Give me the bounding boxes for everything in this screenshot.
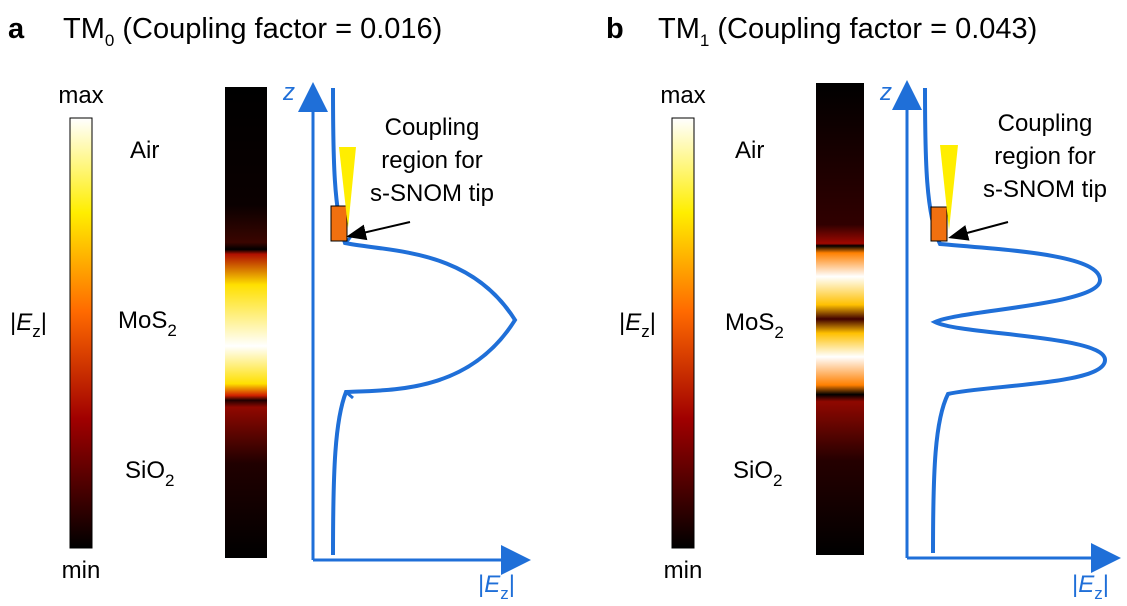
text-part: (Coupling factor = 0.016) <box>122 13 442 45</box>
text-part: | <box>1103 571 1109 598</box>
layer-air: Air <box>130 137 159 164</box>
annotation: Coupling <box>385 114 480 141</box>
text-part: TM <box>63 13 105 45</box>
text-part: 1 <box>700 31 709 50</box>
text-part: 2 <box>773 471 782 490</box>
text-part: z <box>1094 584 1103 603</box>
annotation-arrow <box>948 221 1009 241</box>
layer-mos2: MoS2 <box>118 307 177 340</box>
text-part: 2 <box>167 321 176 340</box>
colorbar-max: max <box>660 82 705 109</box>
layer-sio2: SiO2 <box>733 457 782 490</box>
annotation-arrow <box>346 221 411 241</box>
layer-sio2: SiO2 <box>125 457 174 490</box>
panel-letter: a <box>8 13 25 45</box>
text-part: | <box>509 571 515 598</box>
text-part: 2 <box>165 471 174 490</box>
panel-letter: b <box>606 13 624 45</box>
colorbar-label: |Ez| <box>10 309 47 341</box>
annotation: region for <box>994 143 1095 170</box>
text-part: | <box>10 309 16 336</box>
coupling-region <box>330 205 348 242</box>
z-axis-label: z <box>879 79 892 106</box>
e-axis-label: |Ez| <box>478 571 515 603</box>
annotation: s-SNOM tip <box>983 176 1107 203</box>
text-part: MoS <box>725 309 774 336</box>
layer-mos2: MoS2 <box>725 309 784 342</box>
text-part: | <box>41 309 47 336</box>
panel-title: TM1 (Coupling factor = 0.043) <box>658 13 1037 50</box>
colorbar-min: min <box>664 557 703 584</box>
text-part: SiO <box>125 457 165 484</box>
e-axis-label: |Ez| <box>1072 571 1109 603</box>
coupling-region <box>930 206 948 242</box>
colorbar-label: |Ez| <box>619 309 656 341</box>
text-part: z <box>32 322 41 341</box>
text-part: E <box>16 309 33 336</box>
text-part: TM <box>658 13 700 45</box>
layer-air: Air <box>735 137 764 164</box>
annotation: s-SNOM tip <box>370 180 494 207</box>
z-axis-label: z <box>282 79 295 106</box>
text-part: E <box>484 571 501 598</box>
text-part: z <box>641 322 650 341</box>
panel-a: a TM0 (Coupling factor = 0.016) max min |… <box>8 13 531 603</box>
text-part: E <box>1078 571 1095 598</box>
tip <box>940 145 958 230</box>
text-part: z <box>500 584 509 603</box>
text-part: 0 <box>105 31 114 50</box>
text-part: | <box>1072 571 1078 598</box>
text-part: MoS <box>118 307 167 334</box>
colorbar <box>671 117 695 549</box>
profile-kink <box>344 234 354 400</box>
panel-title: TM0 (Coupling factor = 0.016) <box>63 13 442 50</box>
tip <box>339 147 356 228</box>
text-part: 2 <box>774 323 783 342</box>
annotation: region for <box>381 147 482 174</box>
annotation: Coupling <box>998 110 1093 137</box>
field-map <box>225 87 267 558</box>
panel-b: b TM1 (Coupling factor = 0.043) max min |… <box>606 13 1121 603</box>
text-part: | <box>478 571 484 598</box>
colorbar <box>69 117 93 549</box>
colorbar-min: min <box>62 557 101 584</box>
text-part: E <box>625 309 642 336</box>
text-part: (Coupling factor = 0.043) <box>717 13 1037 45</box>
text-part: | <box>650 309 656 336</box>
field-profile <box>923 87 1108 554</box>
text-part: SiO <box>733 457 773 484</box>
field-map <box>816 83 864 555</box>
text-part: | <box>619 309 625 336</box>
colorbar-max: max <box>58 82 103 109</box>
